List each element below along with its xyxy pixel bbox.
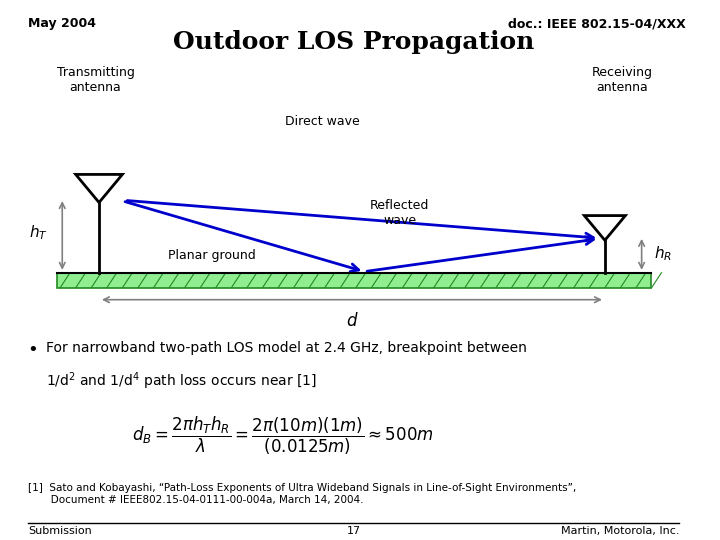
Text: 1/d$^2$ and 1/d$^4$ path loss occurs near [1]: 1/d$^2$ and 1/d$^4$ path loss occurs nea… — [46, 370, 317, 392]
Text: Martin, Motorola, Inc.: Martin, Motorola, Inc. — [561, 526, 679, 536]
Text: Receiving
antenna: Receiving antenna — [592, 66, 653, 94]
Text: Submission: Submission — [28, 526, 92, 536]
Text: $h_R$: $h_R$ — [654, 245, 672, 263]
Text: [1]  Sato and Kobayashi, “Path-Loss Exponents of Ultra Wideband Signals in Line-: [1] Sato and Kobayashi, “Path-Loss Expon… — [28, 483, 577, 505]
Text: $d_B = \dfrac{2\pi h_T h_R}{\lambda} = \dfrac{2\pi(10m)(1m)}{(0.0125m)} \approx : $d_B = \dfrac{2\pi h_T h_R}{\lambda} = \… — [132, 415, 434, 457]
Text: Reflected
wave: Reflected wave — [370, 199, 429, 227]
Bar — [57, 273, 651, 288]
Text: $h_T$: $h_T$ — [30, 223, 48, 241]
Text: •: • — [27, 341, 37, 359]
Text: 17: 17 — [346, 526, 361, 536]
Text: Direct wave: Direct wave — [284, 115, 359, 128]
Text: Outdoor LOS Propagation: Outdoor LOS Propagation — [173, 30, 534, 53]
Text: doc.: IEEE 802.15-04/XXX: doc.: IEEE 802.15-04/XXX — [508, 17, 686, 30]
Text: $d$: $d$ — [346, 312, 359, 329]
Text: Transmitting
antenna: Transmitting antenna — [57, 66, 135, 94]
Text: For narrowband two-path LOS model at 2.4 GHz, breakpoint between: For narrowband two-path LOS model at 2.4… — [46, 341, 527, 355]
Text: Planar ground: Planar ground — [168, 249, 256, 262]
Text: May 2004: May 2004 — [28, 17, 96, 30]
